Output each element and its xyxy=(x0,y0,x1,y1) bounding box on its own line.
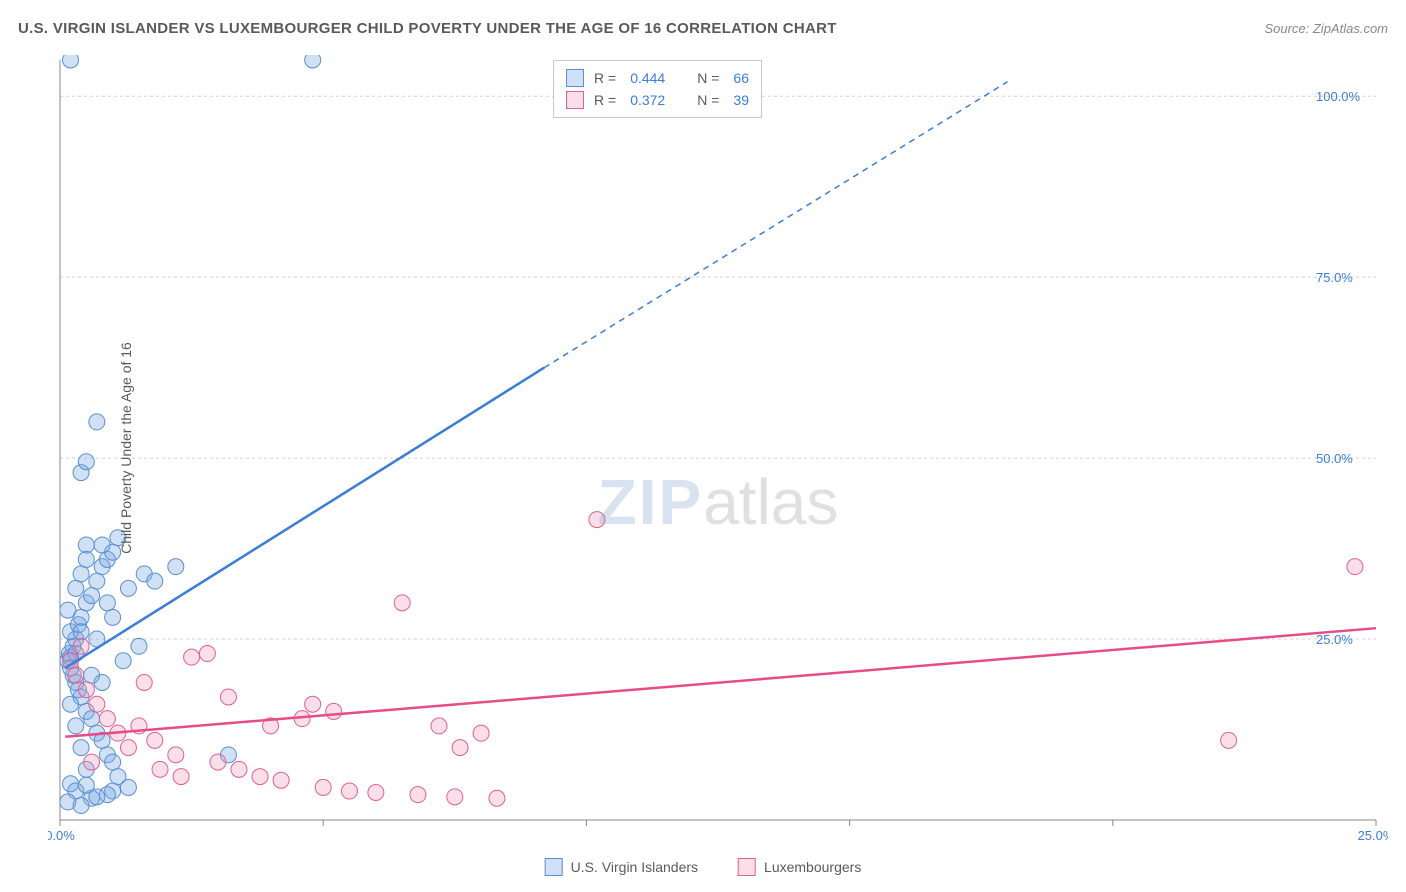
stat-r-lux: 0.372 xyxy=(630,92,665,108)
svg-text:0.0%: 0.0% xyxy=(48,828,75,840)
legend-label-usvi: U.S. Virgin Islanders xyxy=(571,859,698,875)
legend: U.S. Virgin Islanders Luxembourgers xyxy=(545,858,862,876)
swatch-lux xyxy=(566,91,584,109)
chart-source: Source: ZipAtlas.com xyxy=(1264,21,1388,36)
svg-text:50.0%: 50.0% xyxy=(1316,451,1353,466)
scatter-plot: 25.0% 50.0% 75.0% 100.0% 0.0% 25.0% xyxy=(48,55,1388,840)
legend-item-usvi: U.S. Virgin Islanders xyxy=(545,858,698,876)
correlation-stats-box: R = 0.444 N = 66 R = 0.372 N = 39 xyxy=(553,60,762,118)
y-axis-label: Child Poverty Under the Age of 16 xyxy=(118,342,134,554)
legend-item-lux: Luxembourgers xyxy=(738,858,861,876)
stat-n-usvi: 66 xyxy=(733,70,749,86)
legend-label-lux: Luxembourgers xyxy=(764,859,861,875)
svg-text:100.0%: 100.0% xyxy=(1316,89,1361,104)
stat-r-usvi: 0.444 xyxy=(630,70,665,86)
stat-row-usvi: R = 0.444 N = 66 xyxy=(566,67,749,89)
stat-n-label: N = xyxy=(697,92,719,108)
stat-r-label: R = xyxy=(594,70,616,86)
stat-n-label: N = xyxy=(697,70,719,86)
swatch-usvi xyxy=(566,69,584,87)
svg-text:75.0%: 75.0% xyxy=(1316,270,1353,285)
stat-n-lux: 39 xyxy=(733,92,749,108)
legend-swatch-usvi xyxy=(545,858,563,876)
stat-r-label: R = xyxy=(594,92,616,108)
legend-swatch-lux xyxy=(738,858,756,876)
svg-text:25.0%: 25.0% xyxy=(1358,828,1388,840)
svg-text:25.0%: 25.0% xyxy=(1316,632,1353,647)
chart-header: U.S. VIRGIN ISLANDER VS LUXEMBOURGER CHI… xyxy=(18,20,1388,37)
stat-row-lux: R = 0.372 N = 39 xyxy=(566,89,749,111)
chart-area: Child Poverty Under the Age of 16 25.0% 5… xyxy=(48,55,1388,840)
chart-title: U.S. VIRGIN ISLANDER VS LUXEMBOURGER CHI… xyxy=(18,20,837,37)
